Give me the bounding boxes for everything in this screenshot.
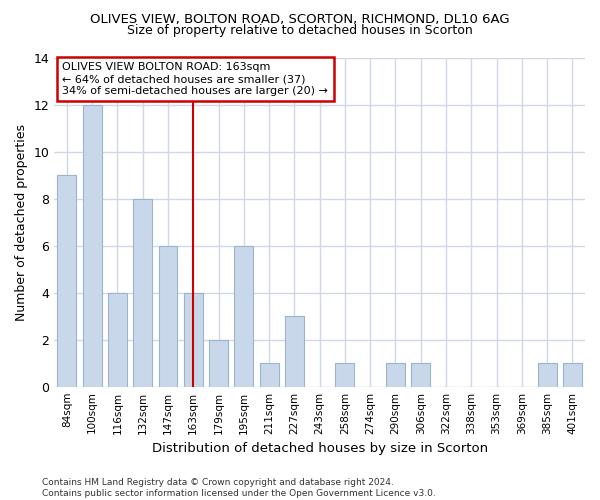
Bar bbox=[563, 363, 582, 386]
Text: OLIVES VIEW, BOLTON ROAD, SCORTON, RICHMOND, DL10 6AG: OLIVES VIEW, BOLTON ROAD, SCORTON, RICHM… bbox=[90, 12, 510, 26]
Bar bbox=[538, 363, 557, 386]
Bar bbox=[108, 292, 127, 386]
Bar bbox=[58, 175, 76, 386]
Y-axis label: Number of detached properties: Number of detached properties bbox=[15, 124, 28, 320]
Bar bbox=[158, 246, 178, 386]
Text: Contains HM Land Registry data © Crown copyright and database right 2024.
Contai: Contains HM Land Registry data © Crown c… bbox=[42, 478, 436, 498]
Text: Size of property relative to detached houses in Scorton: Size of property relative to detached ho… bbox=[127, 24, 473, 37]
Bar bbox=[184, 292, 203, 386]
Bar bbox=[209, 340, 228, 386]
X-axis label: Distribution of detached houses by size in Scorton: Distribution of detached houses by size … bbox=[152, 442, 488, 455]
Bar bbox=[260, 363, 278, 386]
Bar bbox=[335, 363, 355, 386]
Bar bbox=[411, 363, 430, 386]
Bar bbox=[83, 104, 101, 386]
Text: OLIVES VIEW BOLTON ROAD: 163sqm
← 64% of detached houses are smaller (37)
34% of: OLIVES VIEW BOLTON ROAD: 163sqm ← 64% of… bbox=[62, 62, 328, 96]
Bar bbox=[133, 198, 152, 386]
Bar bbox=[285, 316, 304, 386]
Bar bbox=[235, 246, 253, 386]
Bar bbox=[386, 363, 405, 386]
